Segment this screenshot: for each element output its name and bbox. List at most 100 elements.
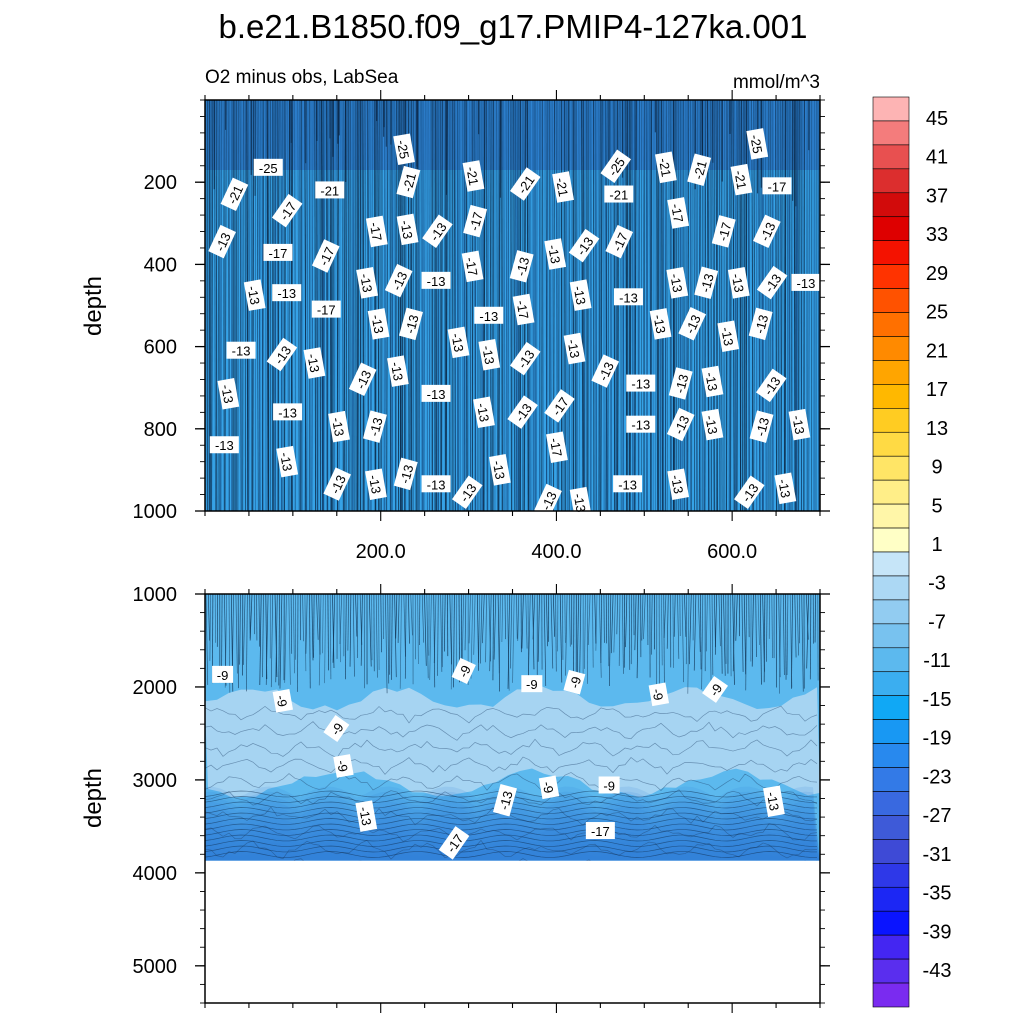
contour-label-text: -13 <box>571 492 589 513</box>
contour-label-text: -13 <box>479 344 497 365</box>
contour-label-text: -21 <box>553 177 571 198</box>
contour-label-box <box>421 271 451 289</box>
contour-label: -13 <box>649 308 672 340</box>
lower-contour-line <box>440 594 443 672</box>
contour-label-box <box>303 347 326 379</box>
upper-contour-line <box>716 100 719 511</box>
contour-label-text: -13 <box>397 463 416 485</box>
lower-contour-line <box>450 594 453 690</box>
contour-label-text: -13 <box>619 290 638 305</box>
contour-label-text: -13 <box>513 256 532 278</box>
contour-label-text: -13 <box>672 373 691 395</box>
contour-label: -25 <box>393 133 415 165</box>
lower-panel-ylabel: depth <box>80 768 107 828</box>
contour-label: -13 <box>323 467 352 501</box>
contour-label-box <box>272 688 294 713</box>
contour-label-text: -21 <box>400 171 419 193</box>
lower-contour-line <box>516 594 518 639</box>
contour-label: -13 <box>534 483 562 518</box>
colorbar-label: -35 <box>923 883 952 905</box>
contour-label: -13 <box>626 374 656 392</box>
contour-label: -17 <box>546 431 568 463</box>
upper-contour-line <box>352 100 355 511</box>
lower-contour-line <box>509 594 513 669</box>
lower-contour-line <box>378 594 380 671</box>
lower-contour-line <box>246 594 248 692</box>
upper-contour-line <box>718 100 721 511</box>
colorbar-swatch <box>872 982 910 1008</box>
contour-label-text: -13 <box>671 413 693 436</box>
contour-label-box <box>605 224 634 259</box>
lower-contour-line <box>274 594 278 678</box>
contour-label-box <box>474 306 504 324</box>
upper-contour-line <box>205 100 208 511</box>
contour-label: -13 <box>544 238 567 270</box>
upper-contour-line <box>401 100 404 511</box>
contour-label-box <box>396 165 421 199</box>
colorbar-swatch <box>872 336 910 361</box>
contour-label: -13 <box>384 263 413 298</box>
contour-label: -9 <box>648 682 670 707</box>
contour-label: -13 <box>421 271 451 289</box>
contour-label-box <box>253 158 283 176</box>
contour-label-box <box>311 300 341 318</box>
contour-label-box <box>311 239 340 273</box>
contour-label: -21 <box>687 153 712 186</box>
upper-contour-line <box>354 100 357 511</box>
contour-label-text: -25 <box>259 161 278 176</box>
contour-label-box <box>666 267 689 299</box>
upper-contour-line <box>795 100 799 511</box>
contour-label-box <box>362 410 387 443</box>
lower-contour-line <box>616 594 619 635</box>
contour-label-box <box>217 378 240 410</box>
lower-contour-line <box>262 594 264 678</box>
contour-label-text: -13 <box>245 285 263 306</box>
contour-label-text: -17 <box>547 437 565 458</box>
contour-label-text: -13 <box>277 451 295 472</box>
contour-label-text: -13 <box>474 402 492 423</box>
lower-contour-line <box>453 594 455 688</box>
contour-label-box <box>746 128 769 160</box>
contour-label-text: -13 <box>366 474 384 495</box>
colorbar-swatch <box>872 839 910 864</box>
lower-contour-line <box>498 594 501 674</box>
colorbar-label: 17 <box>926 379 948 401</box>
contour-label-box <box>654 151 677 184</box>
contour-label-text: -13 <box>357 272 375 293</box>
contour-label: -13 <box>727 267 750 299</box>
contour-label: -13 <box>563 332 586 365</box>
colorbar-swatch <box>872 168 910 194</box>
contour-label-box <box>462 160 485 192</box>
upper-contour-line <box>437 100 440 511</box>
chart-title: b.e21.B1850.f09_g17.PMIP4-127ka.001 <box>219 8 808 45</box>
lower-contour-line <box>239 594 241 665</box>
contour-label-box <box>421 384 451 402</box>
lower-contour-line <box>506 594 510 691</box>
upper-contour-line <box>433 100 436 511</box>
contour-label-text: -21 <box>690 159 709 181</box>
contour-label: -13 <box>626 415 656 433</box>
colorbar-swatch <box>872 120 910 146</box>
upper-contour-line <box>458 100 460 511</box>
colorbar-swatch <box>872 958 910 984</box>
contour-label-box <box>493 784 517 817</box>
lower-contour-line <box>801 594 804 692</box>
contour-label-box <box>323 715 350 742</box>
contour-label: -21 <box>730 163 753 196</box>
upper-contour-line <box>743 100 746 511</box>
lower-contour-line <box>650 594 653 655</box>
lower-contour-line <box>270 594 274 688</box>
contour-label-box <box>694 266 719 299</box>
upper-contour-line <box>598 100 602 511</box>
contour-label: -13 <box>478 338 501 371</box>
contour-label-box <box>365 468 387 500</box>
contour-label-box <box>328 410 350 443</box>
contour-label-box <box>208 224 236 259</box>
lower-contour-line <box>598 594 602 678</box>
upper-contour-line <box>531 100 533 511</box>
contour-label: -13 <box>774 472 797 505</box>
colorbar-swatch <box>872 551 910 577</box>
lower-contour-line <box>755 594 757 658</box>
lower-contour-line <box>705 594 708 652</box>
y-tick-label: 1000 <box>133 501 178 523</box>
